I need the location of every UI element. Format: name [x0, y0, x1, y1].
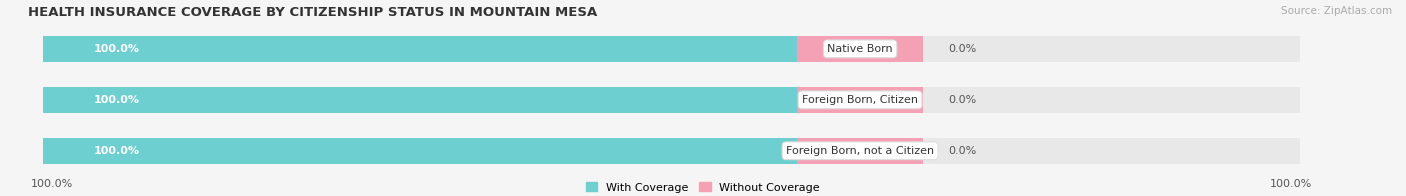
Bar	[44, 36, 797, 62]
Text: HEALTH INSURANCE COVERAGE BY CITIZENSHIP STATUS IN MOUNTAIN MESA: HEALTH INSURANCE COVERAGE BY CITIZENSHIP…	[28, 6, 598, 19]
Bar	[44, 36, 1301, 62]
Text: Foreign Born, not a Citizen: Foreign Born, not a Citizen	[786, 146, 934, 156]
Text: 100.0%: 100.0%	[94, 95, 139, 105]
Text: 0.0%: 0.0%	[948, 95, 976, 105]
Text: Foreign Born, Citizen: Foreign Born, Citizen	[801, 95, 918, 105]
Bar	[797, 87, 922, 113]
Bar	[797, 36, 922, 62]
Text: 100.0%: 100.0%	[31, 179, 73, 189]
Text: Source: ZipAtlas.com: Source: ZipAtlas.com	[1281, 6, 1392, 16]
Bar	[44, 87, 1301, 113]
Bar	[44, 138, 1301, 164]
Text: 0.0%: 0.0%	[948, 146, 976, 156]
Bar	[44, 87, 797, 113]
Legend: With Coverage, Without Coverage: With Coverage, Without Coverage	[586, 182, 820, 193]
Text: 100.0%: 100.0%	[94, 44, 139, 54]
Text: 0.0%: 0.0%	[948, 44, 976, 54]
Bar	[797, 138, 922, 164]
Bar	[44, 138, 797, 164]
Text: 100.0%: 100.0%	[94, 146, 139, 156]
Text: 100.0%: 100.0%	[1270, 179, 1312, 189]
Text: Native Born: Native Born	[827, 44, 893, 54]
